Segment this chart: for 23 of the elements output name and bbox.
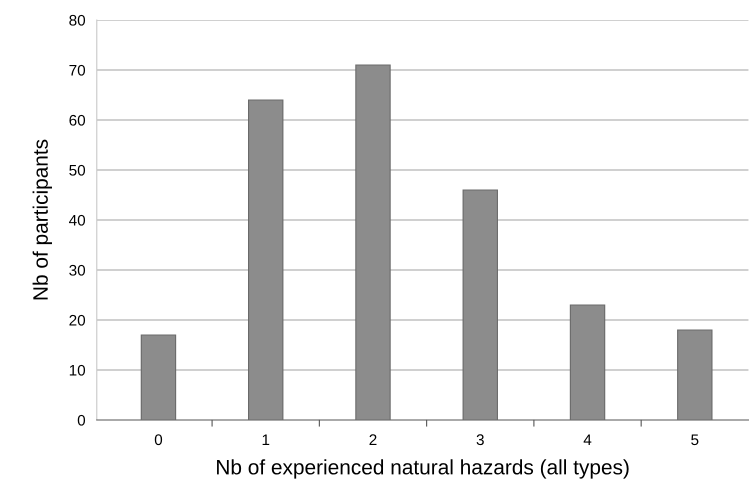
y-axis-title: Nb of participants: [32, 140, 52, 300]
x-tick-label: 0: [154, 434, 162, 446]
bar: [140, 334, 176, 420]
x-axis-title: Nb of experienced natural hazards (all types): [217, 459, 629, 479]
bar: [462, 189, 498, 420]
x-tick-label: 3: [476, 434, 484, 446]
y-tick-label: 0: [78, 414, 86, 426]
x-tick-label: 5: [691, 434, 698, 446]
bar: [248, 99, 284, 420]
x-tick-label: 1: [262, 434, 270, 445]
y-tick-label: 20: [69, 314, 86, 326]
y-tick-label: 70: [69, 64, 86, 76]
y-tick-label: 40: [69, 214, 86, 226]
x-tick-label: 4: [584, 434, 592, 445]
bar: [355, 64, 391, 420]
x-tick-label: 2: [370, 434, 376, 445]
bar: [677, 329, 713, 420]
y-tick-label: 10: [70, 364, 86, 376]
y-tick-label: 60: [69, 114, 86, 126]
bar: [570, 304, 606, 420]
y-tick-label: 50: [69, 164, 86, 176]
y-tick-label: 30: [69, 264, 86, 276]
y-tick-label: 80: [69, 14, 86, 26]
